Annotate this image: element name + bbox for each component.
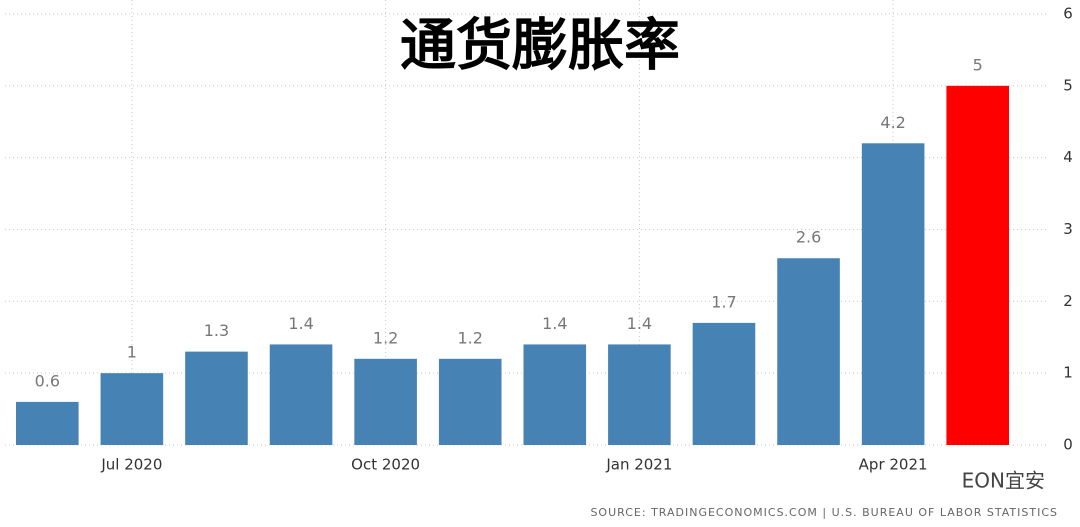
value-label: 0.6 bbox=[35, 371, 60, 390]
bar bbox=[185, 351, 248, 445]
value-label: 1.2 bbox=[373, 328, 398, 347]
bar bbox=[777, 258, 840, 445]
x-tick-label: Jul 2020 bbox=[100, 456, 162, 474]
bar bbox=[269, 344, 333, 445]
value-label: 1.7 bbox=[711, 292, 736, 311]
value-label: 1.4 bbox=[542, 314, 567, 333]
x-tick-label: Jan 2021 bbox=[605, 456, 672, 474]
bar bbox=[354, 358, 417, 445]
y-tick-label: 6 bbox=[1063, 5, 1073, 23]
value-label: 1.4 bbox=[627, 314, 652, 333]
bar bbox=[15, 401, 79, 445]
y-tick-label: 4 bbox=[1063, 148, 1073, 166]
bar bbox=[523, 344, 587, 445]
y-tick-label: 3 bbox=[1063, 220, 1073, 238]
value-label: 1.4 bbox=[288, 314, 313, 333]
x-tick-label: Oct 2020 bbox=[351, 456, 420, 474]
bar bbox=[861, 143, 925, 446]
x-tick-label: Apr 2021 bbox=[859, 456, 928, 474]
bar bbox=[946, 85, 1010, 445]
bar bbox=[438, 358, 502, 445]
value-label: 1.2 bbox=[457, 328, 482, 347]
y-tick-label: 5 bbox=[1063, 76, 1073, 94]
y-tick-label: 1 bbox=[1063, 364, 1073, 382]
value-label: 2.6 bbox=[796, 228, 821, 247]
watermark: EON宜安 bbox=[962, 469, 1045, 493]
value-label: 1.3 bbox=[204, 321, 229, 340]
bar bbox=[692, 322, 756, 445]
value-label: 1 bbox=[127, 343, 137, 362]
source: SOURCE: TRADINGECONOMICS.COM | U.S. BURE… bbox=[590, 506, 1058, 519]
value-label: 5 bbox=[973, 55, 983, 74]
bar bbox=[608, 344, 671, 445]
y-tick-label: 2 bbox=[1063, 292, 1073, 310]
y-tick-label: 0 bbox=[1063, 436, 1073, 454]
bar bbox=[100, 373, 164, 445]
chart-title: 通货膨胀率 bbox=[400, 13, 680, 79]
value-label: 4.2 bbox=[880, 113, 905, 132]
